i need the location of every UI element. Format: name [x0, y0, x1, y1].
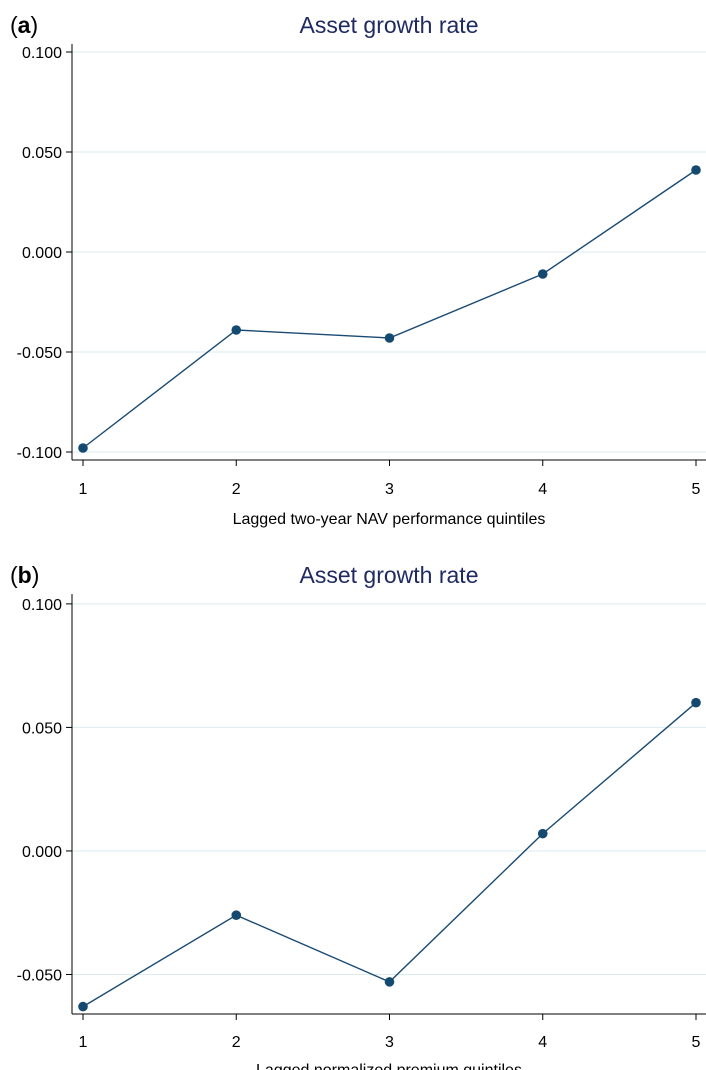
y-tick-label: -0.050 — [17, 345, 62, 362]
x-axis-title: Lagged normalized premium quintiles — [256, 1062, 522, 1070]
x-tick-label: 2 — [232, 1034, 241, 1051]
x-tick-label: 5 — [692, 1034, 701, 1051]
x-tick-label: 2 — [232, 481, 241, 498]
chart-panel-b: 0.100 0.050 0.000 -0.050 1 2 3 4 5 Asset growth r… — [0, 550, 706, 1070]
chart-panel-a: 0.100 0.050 0.000 -0.050 -0.100 1 2 3 4 5 Asset gr… — [0, 0, 706, 530]
x-tick-label: 1 — [79, 481, 88, 498]
x-tick-label: 1 — [79, 1034, 88, 1051]
panel-label: (b) — [10, 562, 39, 588]
data-point — [537, 828, 548, 839]
y-tick-label: -0.050 — [17, 967, 62, 984]
series-line — [82, 702, 697, 1008]
chart-a-svg: 0.100 0.050 0.000 -0.050 -0.100 1 2 3 4 5 Asset gr… — [10, 12, 706, 528]
x-tick-label: 3 — [385, 481, 394, 498]
chart-title: Asset growth rate — [300, 562, 479, 588]
x-axis-title: Lagged two-year NAV performance quintile… — [233, 511, 546, 528]
data-point — [384, 977, 395, 987]
data-point — [691, 165, 701, 175]
data-point — [537, 269, 548, 279]
data-point — [231, 910, 242, 920]
x-tick-label: 4 — [538, 481, 547, 498]
data-point — [231, 325, 242, 335]
y-tick-label: 0.050 — [22, 145, 62, 162]
y-tick-label: 0.000 — [22, 245, 62, 262]
data-point — [78, 1001, 88, 1012]
x-tick-label: 3 — [385, 1034, 394, 1051]
y-tick-label: 0.000 — [22, 844, 62, 861]
chart-title: Asset growth rate — [300, 12, 479, 38]
data-point — [78, 443, 88, 453]
data-point — [691, 697, 701, 708]
chart-b-svg: 0.100 0.050 0.000 -0.050 1 2 3 4 5 Asset growth r… — [10, 562, 706, 1070]
x-tick-label: 5 — [692, 481, 701, 498]
y-tick-label: -0.100 — [17, 445, 62, 462]
y-tick-label: 0.050 — [22, 720, 62, 737]
panel-label: (a) — [10, 12, 38, 38]
data-point — [384, 333, 395, 343]
series-line — [82, 169, 697, 449]
y-tick-label: 0.100 — [22, 45, 62, 62]
y-tick-label: 0.100 — [22, 597, 62, 614]
x-tick-label: 4 — [538, 1034, 547, 1051]
